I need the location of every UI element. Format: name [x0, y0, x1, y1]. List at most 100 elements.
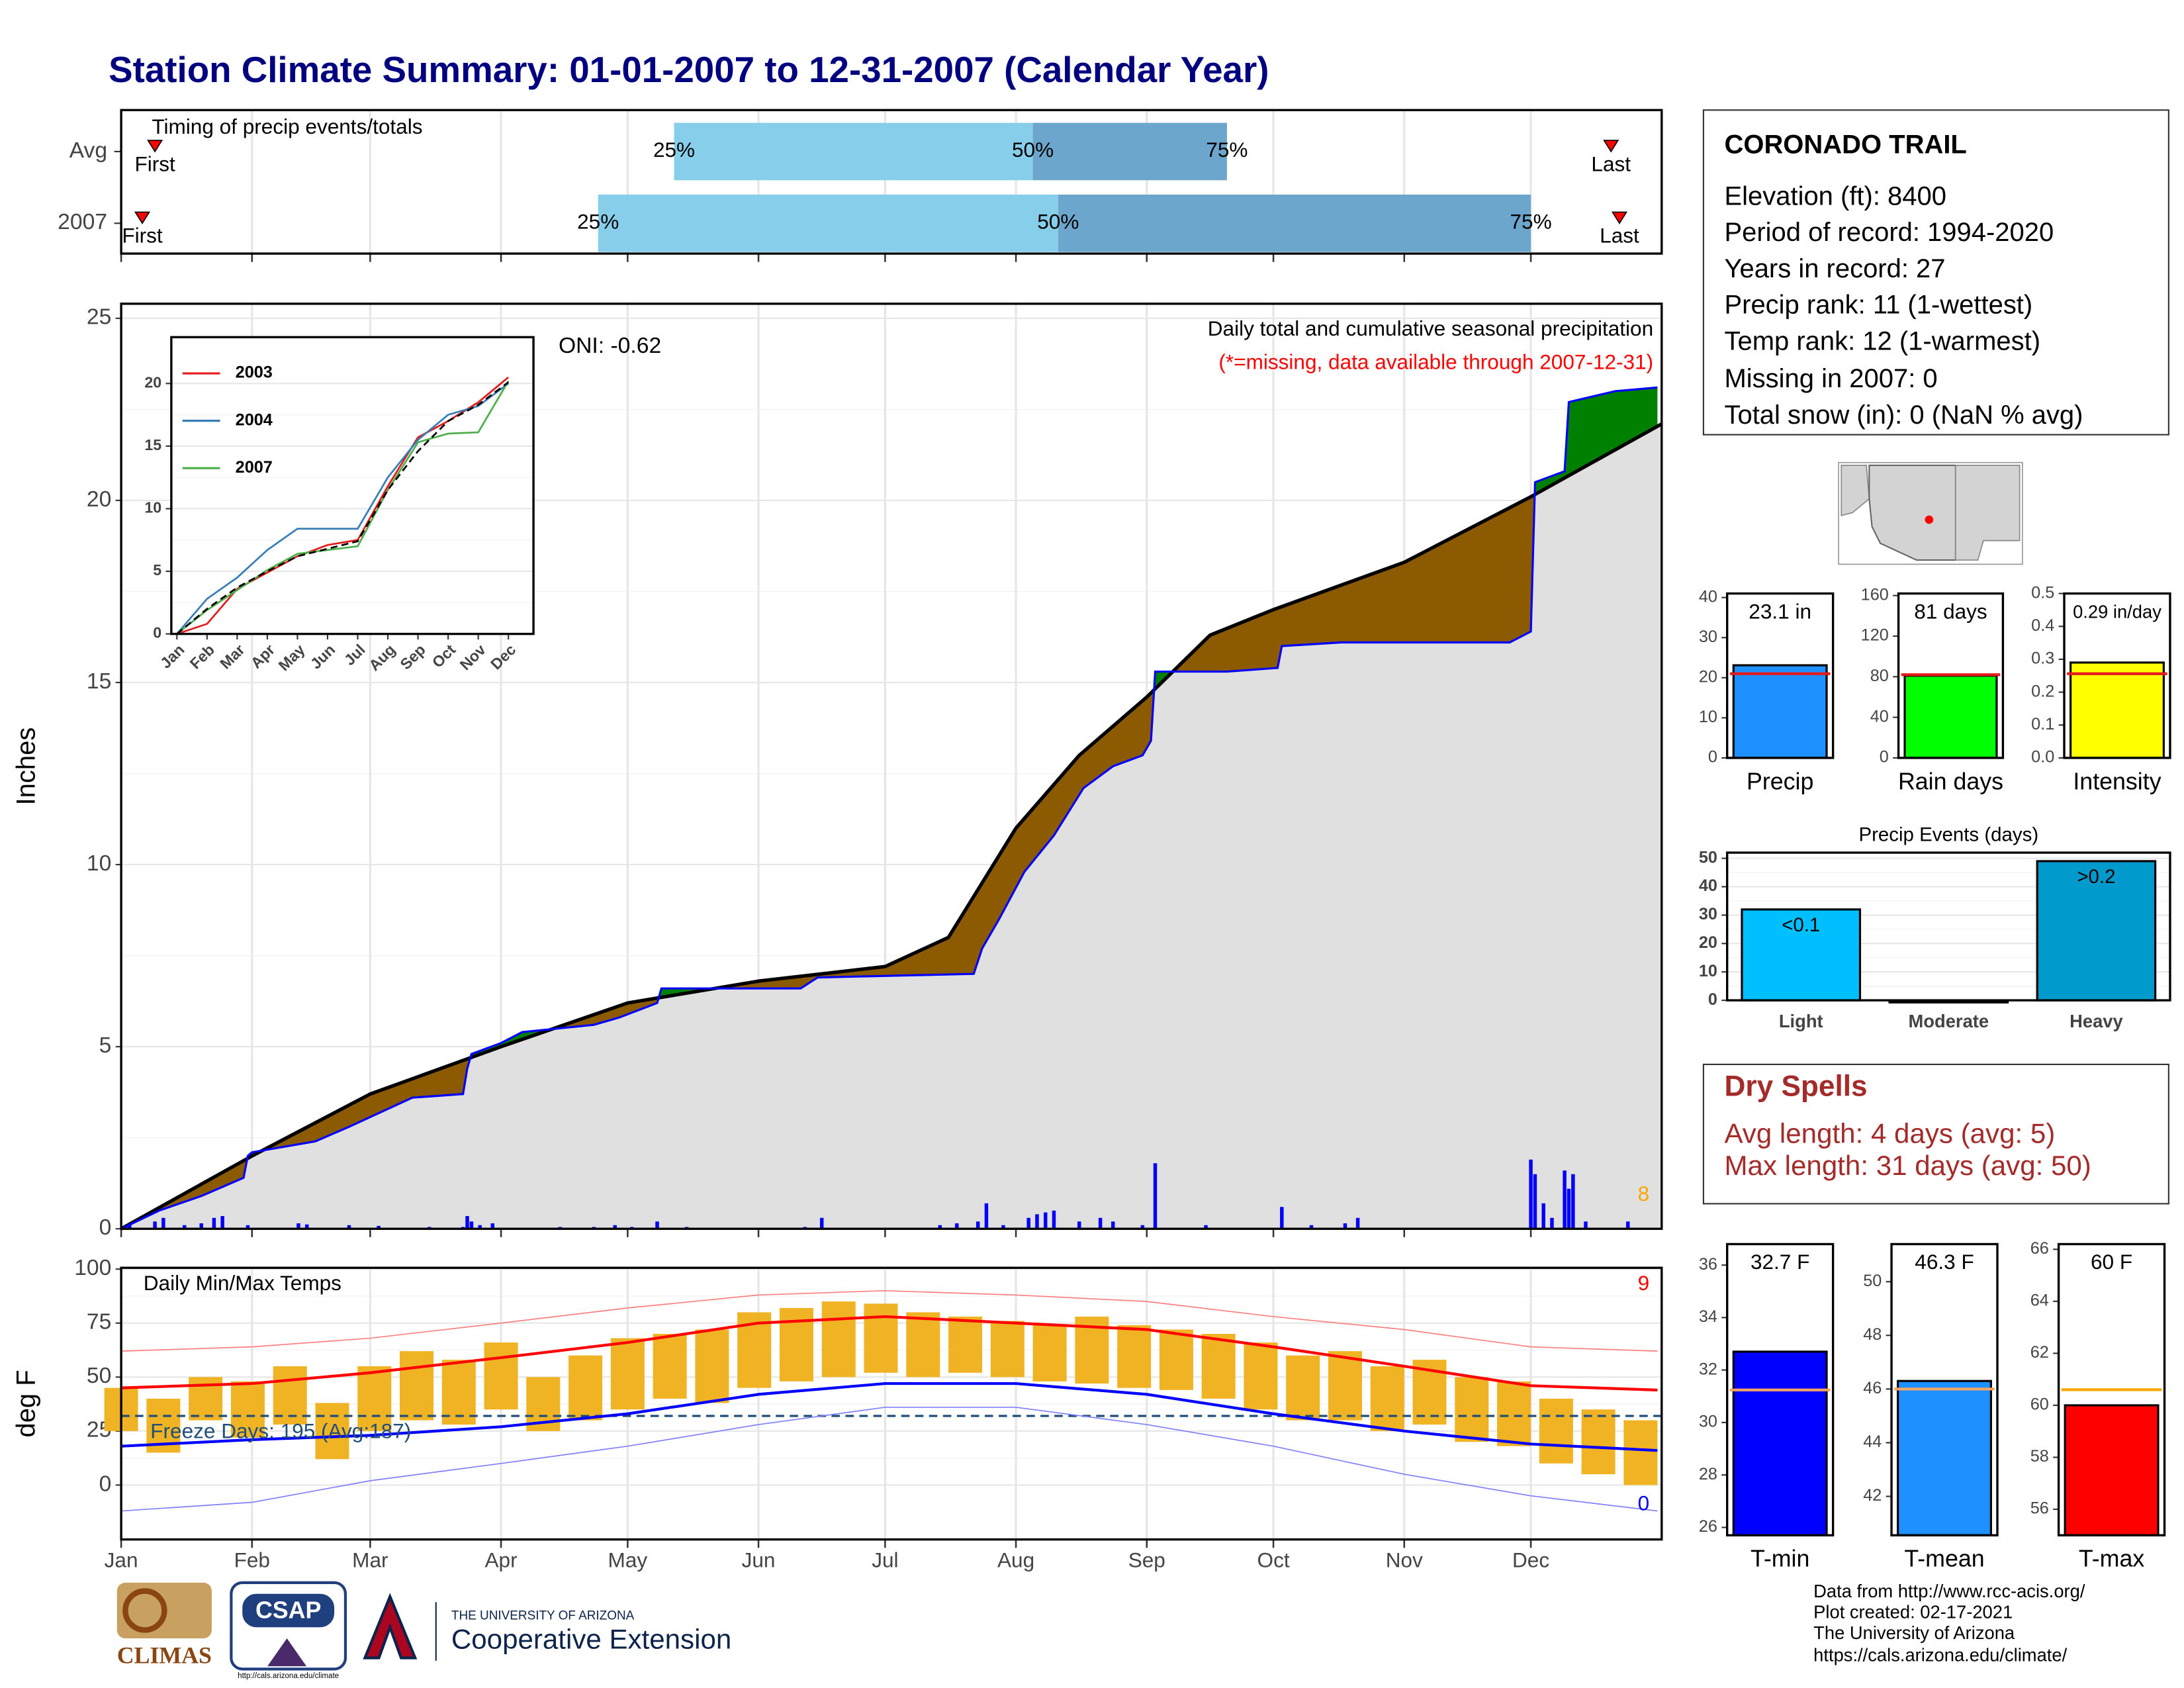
percentile-label: 25% [577, 210, 619, 234]
panel-title: Precip Events (days) [1858, 824, 2038, 846]
value-label: 0.29 in/day [2073, 601, 2161, 622]
y-tick-label: 5 [153, 561, 161, 579]
daily-bar [1355, 1217, 1360, 1229]
temp-range-bar [1159, 1329, 1193, 1390]
x-tick-label: Oct [1257, 1548, 1290, 1572]
y-tick-label: 20 [144, 373, 161, 391]
plot-background [171, 337, 534, 634]
oni-label: ONI: -0.62 [559, 334, 661, 358]
series-line [176, 381, 509, 635]
range-upper [1058, 194, 1531, 252]
y-tick-label: 40 [1699, 876, 1717, 895]
plot-frame [1897, 592, 2005, 759]
temp-range-bar [1244, 1342, 1278, 1410]
panel-title: Daily Min/Max Temps [144, 1271, 341, 1295]
dry-spells-title: Dry Spells [1724, 1070, 1867, 1102]
y-tick-label: 50 [1863, 1272, 1882, 1290]
y-tick-label: 0 [1880, 748, 1889, 767]
daily-bar [1098, 1217, 1103, 1229]
daily-bar [304, 1224, 309, 1229]
y-tick-label: 5 [99, 1033, 112, 1058]
map-region [1841, 465, 1870, 516]
y-tick-label: 30 [1699, 628, 1717, 646]
y-tick-label: 20 [1699, 933, 1717, 952]
category-label: Heavy [2070, 1011, 2123, 1031]
daily-bar [1035, 1214, 1039, 1229]
station-line: Temp rank: 12 (1-warmest) [1724, 326, 2040, 355]
x-tick-label: May [608, 1548, 648, 1572]
station-line: Missing in 2007: 0 [1724, 364, 1937, 393]
station-box [1702, 109, 2169, 436]
x-tick-label: Aug [997, 1548, 1034, 1572]
temp-range-bar [779, 1307, 813, 1382]
average-line [120, 422, 1663, 1231]
temp-range-bar [821, 1301, 856, 1378]
daily-bar [1584, 1221, 1588, 1229]
y-tick-label: 10 [87, 851, 111, 876]
event-marker [134, 211, 151, 224]
daily-bar [1111, 1221, 1115, 1229]
percentile-label: 75% [1510, 210, 1552, 234]
bar [2036, 860, 2157, 1002]
x-tick-label: Jan [105, 1548, 138, 1572]
logos: CLIMAS CSAP http://cals.arizona.edu/clim… [116, 1581, 731, 1680]
temp-range-bar [1581, 1409, 1615, 1475]
x-tick-label: Feb [234, 1548, 270, 1572]
y-tick-label: 0 [99, 1215, 112, 1240]
temp-range-bar [1497, 1381, 1531, 1446]
y-tick-label: 100 [74, 1256, 111, 1280]
temp-range-bar [399, 1351, 434, 1421]
panel-title: Daily total and cumulative seasonal prec… [1208, 316, 1653, 340]
bar [2070, 661, 2165, 759]
daily-bar [976, 1221, 980, 1229]
value-label: 32.7 F [1751, 1250, 1809, 1274]
range-lower [674, 122, 1033, 181]
bar [1897, 1380, 1992, 1536]
value-label: 60 F [2091, 1250, 2132, 1274]
daily-bar [212, 1217, 216, 1229]
daily-bar [469, 1221, 474, 1229]
temp-range-bar [569, 1355, 603, 1421]
daily-bar [1140, 1225, 1145, 1229]
dry-spells-box [1702, 1063, 2169, 1205]
y-tick-label: 120 [1861, 626, 1889, 645]
category-label: T-min [1751, 1546, 1809, 1572]
daily-bar [938, 1225, 942, 1229]
event-label: Last [1600, 224, 1639, 248]
station-location [1925, 515, 1934, 524]
daily-bar [1567, 1188, 1571, 1229]
temp-range-bar [1032, 1325, 1067, 1382]
station-line: Years in record: 27 [1724, 254, 1945, 283]
x-tick-label: Nov [1386, 1548, 1423, 1572]
daily-bar [1204, 1225, 1208, 1229]
y-tick-label: 50 [1699, 848, 1717, 867]
y-tick-label: 48 [1863, 1325, 1882, 1344]
y-tick-label: 66 [2030, 1239, 2049, 1258]
series-line [121, 1407, 1658, 1512]
temp-range-bar [948, 1316, 983, 1373]
record-low-count: 0 [1638, 1491, 1650, 1515]
daily-bar [819, 1217, 824, 1229]
university-name: THE UNIVERSITY OF ARIZONA [451, 1609, 635, 1622]
y-tick-label: 40 [1870, 707, 1889, 726]
y-tick-label: 20 [87, 487, 111, 512]
x-tick-label: Jun [742, 1548, 776, 1572]
bar [2064, 1404, 2160, 1536]
legend-label: 2007 [236, 458, 273, 477]
x-tick-label: Dec [1512, 1548, 1549, 1572]
temp-range-bar [1539, 1398, 1573, 1464]
y-tick-label: 0.2 [2031, 682, 2054, 700]
series-line [121, 1315, 1658, 1391]
temp-range-bar [230, 1381, 265, 1438]
count-label: 8 [1638, 1182, 1650, 1205]
station-line: Total snow (in): 0 (NaN % avg) [1724, 400, 2083, 430]
percentile-label: 50% [1012, 138, 1054, 162]
y-tick-label: 10 [144, 499, 161, 516]
daily-bar [1563, 1170, 1567, 1229]
category-label: Precip [1747, 768, 1813, 794]
event-marker [1603, 140, 1619, 153]
csap-url: http://cals.arizona.edu/climate [238, 1672, 339, 1680]
y-tick-label: 15 [144, 436, 161, 453]
y-tick-label: 0.1 [2031, 715, 2054, 733]
